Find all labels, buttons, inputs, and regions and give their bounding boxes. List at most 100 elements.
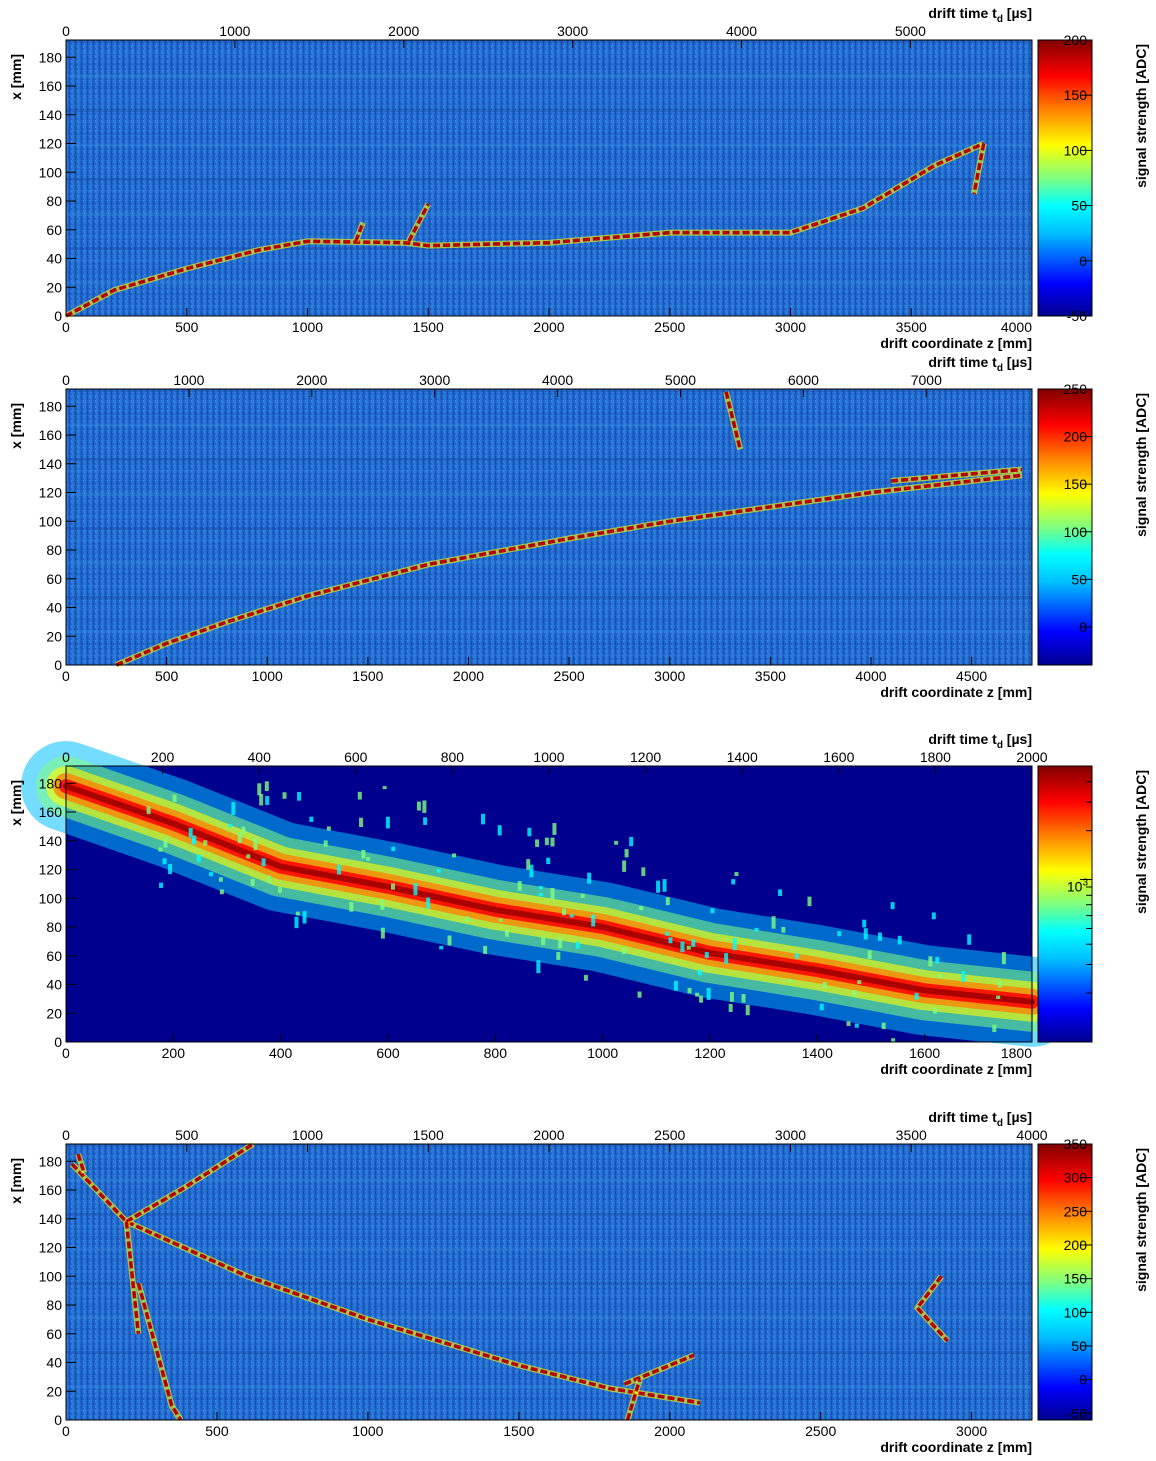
particle-track (65, 141, 985, 318)
secondary-hit (218, 877, 223, 882)
noise-band (66, 527, 1032, 530)
x-tick-label: 1000 (352, 1423, 383, 1439)
noise-band (66, 619, 1032, 622)
secondary-hit (591, 914, 596, 927)
secondary-hit (422, 800, 427, 813)
x2-tick-label: 3000 (419, 372, 450, 388)
noise-band (66, 51, 1032, 55)
particle-track (70, 1162, 701, 1405)
noise-band (66, 1282, 1032, 1285)
noise-band (66, 132, 1032, 135)
y-tick-label: 80 (46, 193, 62, 209)
secondary-hit (302, 911, 307, 924)
x2-tick-label: 2000 (533, 1127, 564, 1143)
secondary-hit (541, 936, 546, 946)
colorbar-tick-label: 150 (1064, 1271, 1088, 1287)
x2-tick-label: 0 (62, 23, 70, 39)
x-tick-label: 2000 (654, 1423, 685, 1439)
secondary-hit (778, 889, 783, 896)
secondary-hit (665, 897, 670, 906)
secondary-hit (781, 926, 786, 933)
noise-band (66, 1316, 1032, 1320)
x-tick-label: 3500 (755, 668, 786, 684)
secondary-hit (697, 969, 702, 976)
y-tick-label: 160 (39, 1182, 63, 1198)
particle-track (76, 1153, 86, 1174)
x-tick-label: 1000 (292, 319, 323, 335)
noise-band (66, 596, 1032, 599)
x-tick-label: 800 (484, 1045, 508, 1061)
noise-band (66, 178, 1032, 181)
secondary-hit (550, 887, 555, 900)
secondary-hit (629, 836, 634, 847)
noise-band (66, 1305, 1032, 1308)
particle-track (972, 143, 986, 195)
x2-tick-label: 800 (441, 749, 465, 765)
secondary-hit (639, 906, 644, 911)
y-tick-label: 140 (39, 107, 63, 123)
secondary-hit (550, 837, 555, 847)
secondary-hit (309, 816, 314, 822)
y-tick-label: 100 (39, 1268, 63, 1284)
secondary-hit (569, 914, 574, 918)
x2-tick-label: 5000 (895, 23, 926, 39)
secondary-hit (998, 981, 1003, 988)
noise-band (66, 1236, 1032, 1239)
secondary-hit (891, 1038, 896, 1043)
noise-band (66, 120, 1032, 124)
x2-tick-label: 2000 (388, 23, 419, 39)
noise-band (66, 412, 1032, 415)
noise-band (66, 642, 1032, 645)
secondary-hit (323, 840, 328, 847)
noise-band (66, 1351, 1032, 1354)
secondary-hit (673, 980, 678, 991)
secondary-hit (481, 813, 486, 825)
x-tick-label: 3500 (896, 319, 927, 335)
x-tick-label: 2500 (554, 668, 585, 684)
noise-band (66, 1155, 1032, 1159)
y-tick-label: 140 (39, 456, 63, 472)
plot-frame (65, 388, 1033, 666)
x2-tick-label: 4000 (726, 23, 757, 39)
secondary-hit (931, 912, 936, 920)
secondary-hit (546, 857, 551, 865)
x-tick-label: 0 (62, 319, 70, 335)
y-tick-label: 120 (39, 136, 63, 152)
noise-band (66, 1270, 1032, 1274)
y-tick-label: 40 (46, 251, 62, 267)
particle-track (115, 473, 1023, 667)
secondary-hit (250, 878, 255, 886)
secondary-hit (852, 990, 857, 998)
noise-band (66, 155, 1032, 158)
secondary-hit (361, 849, 366, 859)
secondary-hit (996, 995, 1001, 999)
secondary-hit (754, 927, 759, 932)
secondary-hit (483, 945, 488, 955)
secondary-hit (686, 945, 691, 950)
y-tick-label: 140 (39, 1211, 63, 1227)
secondary-hit (544, 837, 549, 846)
x-tick-label: 0 (62, 1423, 70, 1439)
x2-tick-label: 2000 (1016, 749, 1047, 765)
secondary-hit (266, 875, 271, 884)
x2-tick-label: 3500 (896, 1127, 927, 1143)
secondary-hit (729, 991, 734, 1002)
x2-tick-label: 1500 (413, 1127, 444, 1143)
secondary-hit (819, 1003, 824, 1011)
colorbar-tick-label: 50 (1071, 198, 1087, 214)
secondary-hit (257, 783, 262, 796)
particle-track (623, 1353, 695, 1386)
noise-band (66, 86, 1032, 89)
colorbar-label: signal strength [ADC] (1133, 393, 1149, 537)
plot-background (66, 40, 1032, 316)
secondary-hit (203, 840, 208, 846)
y-tick-label: 80 (46, 542, 62, 558)
noise-band (66, 1339, 1032, 1343)
colorbar-tick-label: 200 (1064, 1237, 1088, 1253)
noise-band (66, 258, 1032, 262)
x-tick-label: 2500 (654, 319, 685, 335)
colorbar-tick-label: 0 (1079, 619, 1087, 635)
track-halo (723, 391, 744, 451)
